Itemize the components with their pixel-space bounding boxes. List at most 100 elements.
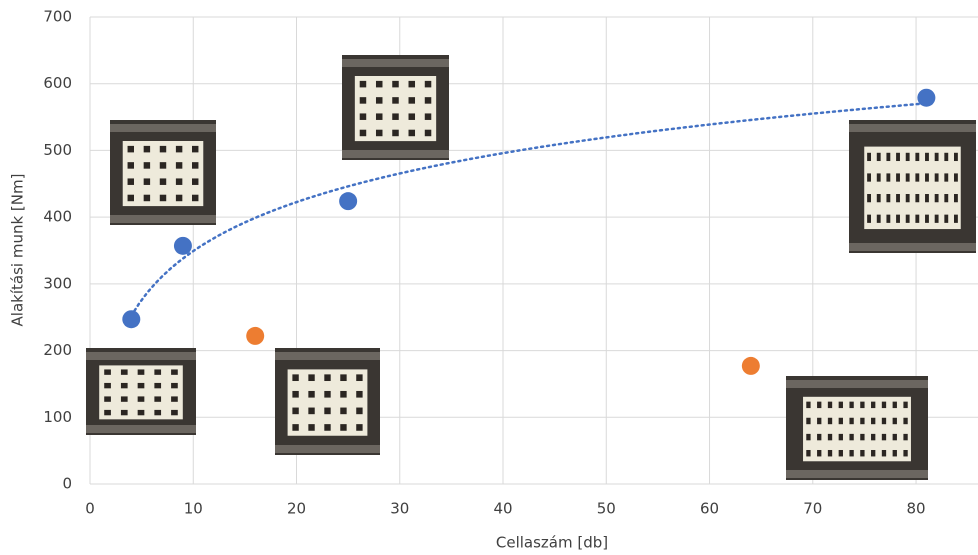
cell — [860, 449, 865, 457]
cell — [925, 152, 929, 162]
y-tick-label: 100 — [43, 408, 72, 426]
cell — [127, 145, 134, 153]
cell — [408, 97, 416, 104]
cell — [817, 401, 822, 409]
cell — [827, 449, 833, 457]
cell — [876, 152, 881, 162]
y-tick-label: 200 — [43, 341, 72, 359]
cell — [806, 417, 811, 425]
cell — [806, 449, 811, 457]
cell — [159, 162, 167, 169]
cell — [944, 214, 949, 223]
cell — [892, 433, 897, 441]
cell — [175, 194, 183, 202]
cell — [838, 401, 843, 409]
specimen-photo — [849, 120, 976, 253]
x-tick-label: 70 — [803, 500, 822, 518]
cell — [143, 162, 151, 169]
cell — [356, 424, 363, 431]
cell — [324, 390, 331, 398]
cell — [154, 396, 162, 402]
cell — [375, 80, 383, 88]
cell — [137, 369, 145, 375]
cell — [104, 396, 111, 402]
cell — [324, 407, 331, 415]
cell — [359, 113, 367, 120]
cell — [817, 417, 822, 425]
cell — [192, 178, 199, 185]
cell — [143, 178, 151, 185]
point — [917, 88, 936, 107]
cell — [934, 152, 939, 162]
cell — [934, 214, 939, 223]
y-tick-label: 500 — [43, 141, 72, 159]
cell — [175, 178, 183, 185]
point — [339, 192, 358, 211]
cell — [886, 173, 891, 182]
cell — [171, 382, 178, 389]
cell — [375, 129, 383, 137]
cell — [308, 424, 315, 431]
specimen-photo — [275, 348, 380, 455]
cell — [892, 401, 897, 409]
cell — [871, 433, 876, 441]
cell — [881, 449, 887, 457]
cell — [175, 145, 183, 153]
cell — [356, 407, 363, 415]
cell — [340, 407, 347, 415]
cell — [849, 449, 854, 457]
cell — [903, 433, 908, 441]
cell — [903, 449, 908, 457]
y-axis-title: Alakítási munk [Nm] — [9, 174, 27, 327]
cell — [137, 382, 145, 389]
cell — [127, 162, 134, 169]
cell — [408, 129, 416, 137]
cell — [905, 214, 910, 223]
y-tick-label: 400 — [43, 208, 72, 226]
trendline — [130, 102, 928, 318]
cell — [408, 113, 416, 120]
y-tick-label: 700 — [43, 8, 72, 26]
cell — [143, 145, 151, 153]
cell — [120, 369, 128, 375]
cell — [292, 424, 299, 431]
cell — [867, 152, 871, 162]
cell — [896, 173, 900, 182]
cell — [375, 97, 383, 104]
cell — [292, 407, 299, 415]
cell — [340, 374, 347, 382]
cell — [308, 407, 315, 415]
cell — [915, 194, 920, 203]
specimen-photo — [786, 376, 928, 480]
point — [173, 236, 192, 255]
cell — [860, 417, 865, 425]
cell — [871, 401, 876, 409]
cell — [171, 396, 178, 402]
cell — [104, 409, 111, 416]
cell — [104, 369, 111, 375]
x-tick-label: 80 — [906, 500, 925, 518]
cell — [120, 409, 128, 416]
photo-plate — [849, 124, 976, 132]
cell — [171, 409, 178, 416]
photo-plate — [275, 445, 380, 453]
cell — [120, 382, 128, 389]
cell — [817, 433, 822, 441]
specimen-photo — [342, 55, 449, 160]
cell — [806, 433, 811, 441]
cell — [925, 173, 929, 182]
cell — [954, 152, 958, 162]
photo-plate — [342, 150, 449, 158]
x-axis-title: Cellaszám [db] — [496, 534, 608, 552]
cell — [127, 178, 134, 185]
cell — [356, 374, 363, 382]
cell — [154, 369, 162, 375]
cell — [915, 214, 920, 223]
cell — [881, 433, 887, 441]
cell — [871, 417, 876, 425]
cell — [424, 97, 432, 104]
cell — [159, 194, 167, 202]
cell — [896, 214, 900, 223]
cell — [905, 173, 910, 182]
cell — [925, 194, 929, 203]
